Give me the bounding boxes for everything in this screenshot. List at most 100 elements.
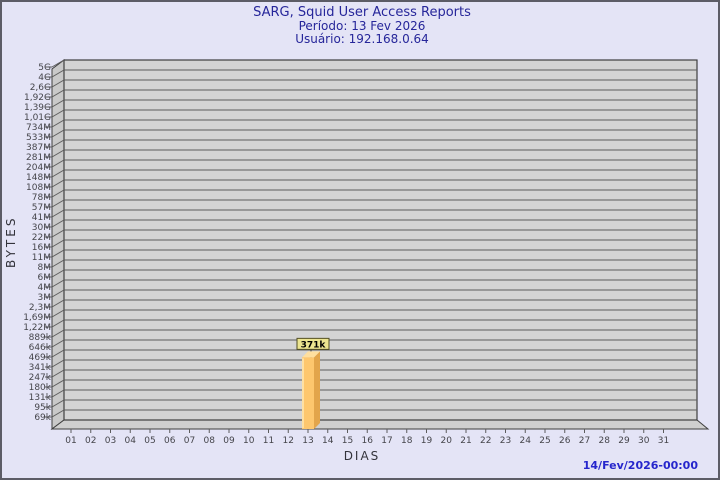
y-tick-diagonal — [51, 249, 65, 258]
x-tick-label: 02 — [85, 436, 96, 446]
y-tick-label: 1,69M — [23, 313, 51, 323]
y-tick-diagonal — [51, 99, 65, 108]
y-tick-label: 30M — [32, 223, 51, 233]
bar-value-label-box — [296, 337, 330, 350]
x-tick-label: 11 — [263, 436, 274, 446]
y-tick-label: 4G — [38, 73, 51, 83]
y-tick-diagonal — [51, 199, 65, 208]
y-tick-diagonal — [51, 179, 65, 188]
y-tick-label: 180k — [29, 383, 52, 393]
y-tick-diagonal — [51, 89, 65, 98]
x-tick-label: 30 — [638, 436, 650, 446]
bar-top-face — [302, 351, 320, 358]
y-tick-label: 3M — [38, 293, 52, 303]
y-tick-diagonal — [51, 149, 65, 158]
x-tick-label: 10 — [243, 436, 255, 446]
x-tick-label: 19 — [421, 436, 433, 446]
y-tick-label: 78M — [32, 193, 51, 203]
y-tick-diagonal — [51, 299, 65, 308]
y-tick-label: 1,22M — [23, 323, 51, 333]
x-tick-label: 31 — [658, 436, 669, 446]
y-tick-label: 4M — [38, 283, 52, 293]
x-tick-label: 21 — [460, 436, 471, 446]
y-tick-label: 1,92G — [24, 93, 51, 103]
report-header: SARG, Squid User Access Reports Período:… — [2, 5, 718, 46]
y-tick-diagonal — [51, 259, 65, 268]
x-tick-label: 24 — [520, 436, 532, 446]
y-tick-label: 341k — [29, 363, 52, 373]
y-tick-diagonal — [51, 399, 65, 408]
y-tick-diagonal — [51, 409, 65, 418]
x-tick-label: 17 — [381, 436, 392, 446]
y-tick-label: 69k — [34, 413, 51, 423]
x-tick-label: 09 — [223, 436, 235, 446]
x-tick-label: 12 — [283, 436, 294, 446]
y-tick-label: 8M — [38, 263, 52, 273]
x-tick-label: 04 — [125, 436, 137, 446]
y-tick-label: 204M — [26, 163, 51, 173]
y-tick-label: 469k — [29, 353, 52, 363]
y-tick-label: 95k — [34, 403, 51, 413]
y-tick-diagonal — [51, 279, 65, 288]
chart-floor — [50, 419, 710, 430]
y-tick-diagonal — [51, 119, 65, 128]
x-tick-label: 03 — [105, 436, 116, 446]
y-tick-label: 6M — [38, 273, 52, 283]
y-tick-label: 41M — [32, 213, 51, 223]
bar-value-label: 371k — [301, 340, 327, 350]
x-axis-title: DIAS — [343, 449, 381, 463]
y-tick-label: 1,01G — [24, 113, 51, 123]
x-tick-label: 16 — [362, 436, 374, 446]
y-tick-diagonal — [51, 229, 65, 238]
x-tick-label: 08 — [204, 436, 216, 446]
y-tick-diagonal — [51, 349, 65, 358]
y-tick-diagonal — [51, 69, 65, 78]
y-tick-diagonal — [51, 209, 65, 218]
y-tick-diagonal — [51, 289, 65, 298]
y-tick-label: 734M — [26, 123, 51, 133]
bar-front-face — [302, 357, 314, 429]
y-tick-label: 889k — [29, 333, 52, 343]
y-tick-label: 646k — [29, 343, 52, 353]
y-tick-diagonal — [51, 169, 65, 178]
y-tick-diagonal — [51, 59, 65, 68]
y-tick-diagonal — [51, 369, 65, 378]
x-tick-label: 05 — [144, 436, 155, 446]
x-tick-label: 26 — [559, 436, 571, 446]
x-tick-label: 27 — [579, 436, 590, 446]
bar-side-face — [314, 351, 320, 429]
x-tick-label: 29 — [618, 436, 630, 446]
y-tick-label: 5G — [38, 63, 51, 73]
y-tick-diagonal — [51, 109, 65, 118]
y-tick-diagonal — [51, 219, 65, 228]
x-tick-label: 06 — [164, 436, 176, 446]
y-tick-diagonal — [51, 239, 65, 248]
y-tick-label: 11M — [32, 253, 51, 263]
report-period: Período: 13 Fev 2026 — [298, 19, 426, 33]
y-tick-diagonal — [51, 359, 65, 368]
y-tick-label: 16M — [32, 243, 51, 253]
x-tick-label: 01 — [65, 436, 76, 446]
x-tick-label: 14 — [322, 436, 334, 446]
y-tick-diagonal — [51, 189, 65, 198]
x-tick-label: 25 — [539, 436, 550, 446]
y-tick-diagonal — [51, 79, 65, 88]
x-tick-label: 23 — [500, 436, 511, 446]
y-tick-label: 533M — [26, 133, 51, 143]
y-tick-label: 57M — [32, 203, 51, 213]
y-tick-diagonal — [51, 389, 65, 398]
x-tick-label: 13 — [302, 436, 313, 446]
y-tick-label: 131k — [29, 393, 52, 403]
report-title: SARG, Squid User Access Reports — [253, 5, 471, 20]
y-tick-label: 22M — [32, 233, 51, 243]
y-tick-label: 281M — [26, 153, 51, 163]
y-tick-diagonal — [51, 269, 65, 278]
y-tick-label: 1,39G — [24, 103, 51, 113]
y-tick-diagonal — [51, 379, 65, 388]
y-tick-label: 387M — [26, 143, 51, 153]
y-tick-diagonal — [51, 129, 65, 138]
x-tick-label: 15 — [342, 436, 353, 446]
y-tick-diagonal — [51, 319, 65, 328]
